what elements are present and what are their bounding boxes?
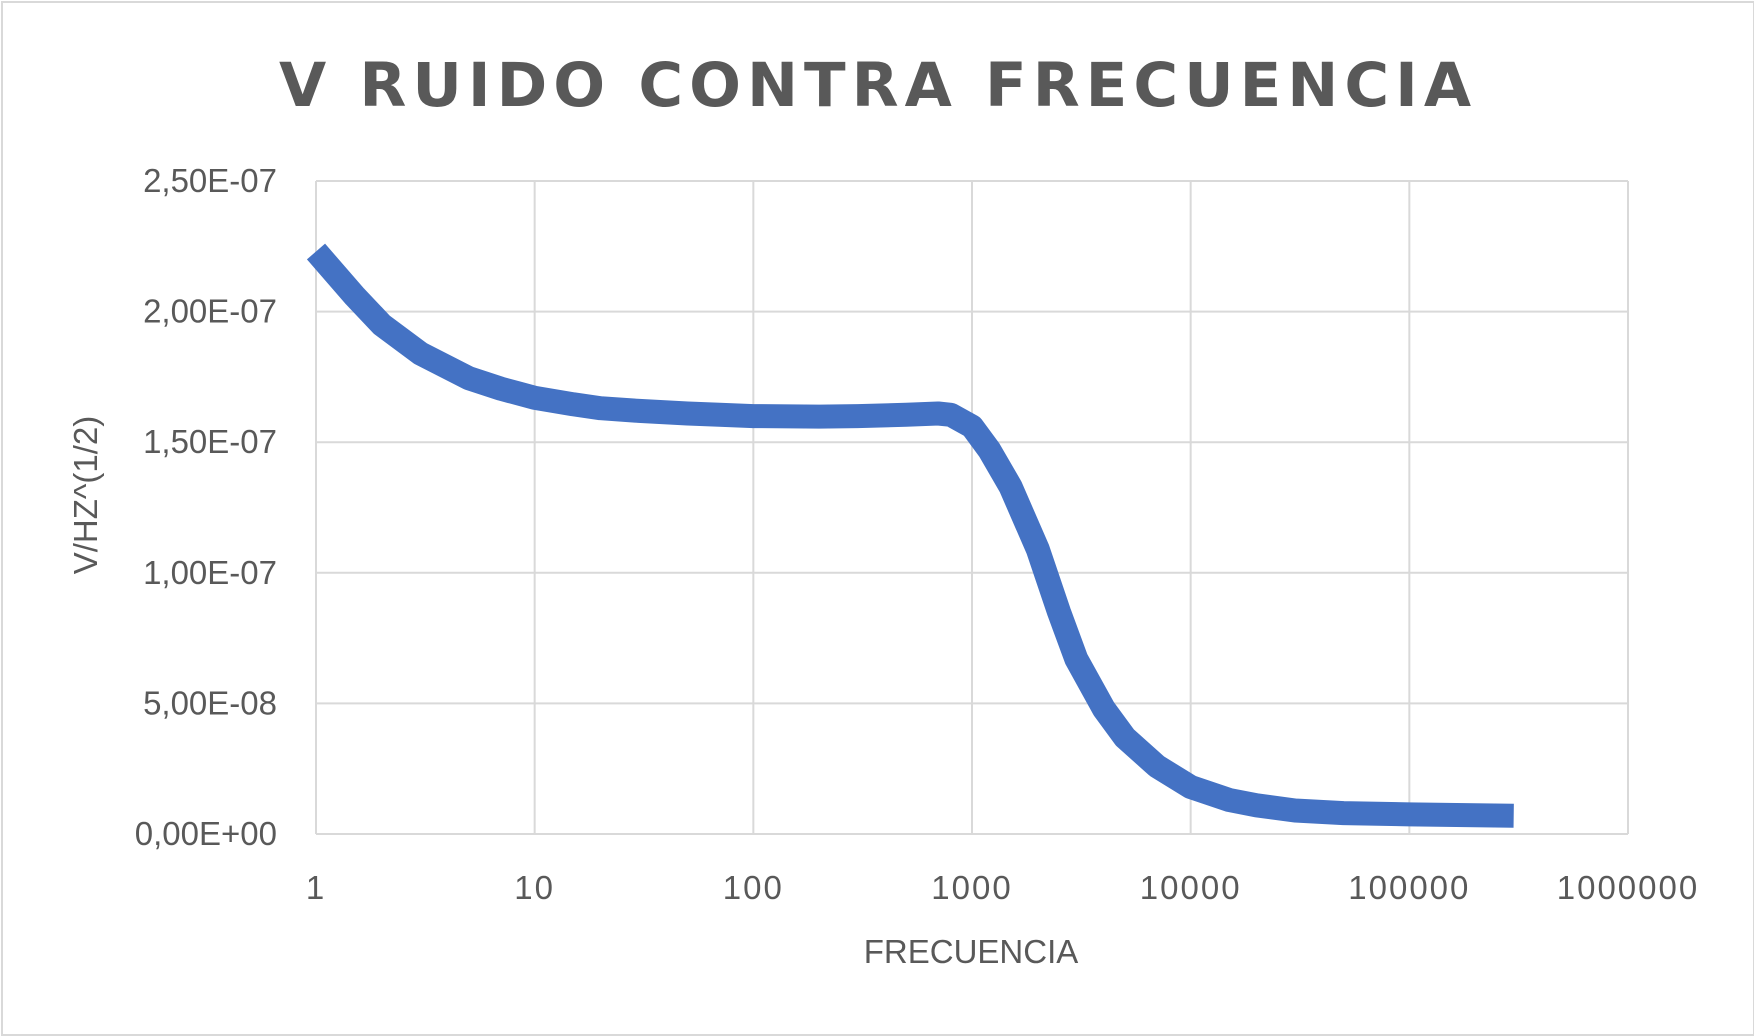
x-axis-label: FRECUENCIA [864,933,1079,970]
y-axis-label: V/HZ^(1/2) [67,416,104,575]
x-tick-label: 100000 [1348,869,1470,906]
x-tick-label: 10000 [1140,869,1242,906]
y-tick-label: 2,50E-07 [143,162,277,199]
series-layer [306,243,1514,828]
chart-title: V RUIDO CONTRA FRECUENCIA [279,50,1477,121]
x-tick-label: 1000000 [1557,869,1699,906]
x-axis-tick-labels: 1 10 100 1000 10000 100000 1000000 [306,869,1699,906]
x-tick-label: 1000 [931,869,1012,906]
x-tick-label: 100 [723,869,784,906]
y-tick-label: 0,00E+00 [135,815,277,852]
x-tick-label: 1 [306,869,326,906]
x-tick-label: 10 [514,869,555,906]
y-tick-label: 5,00E-08 [143,684,277,721]
y-axis-tick-labels: 0,00E+00 5,00E-08 1,00E-07 1,50E-07 2,00E-07… [135,162,277,852]
y-tick-label: 2,00E-07 [143,293,277,330]
y-tick-label: 1,50E-07 [143,423,277,460]
series-line [306,243,1514,828]
y-tick-label: 1,00E-07 [143,554,277,591]
grid [315,180,1629,835]
